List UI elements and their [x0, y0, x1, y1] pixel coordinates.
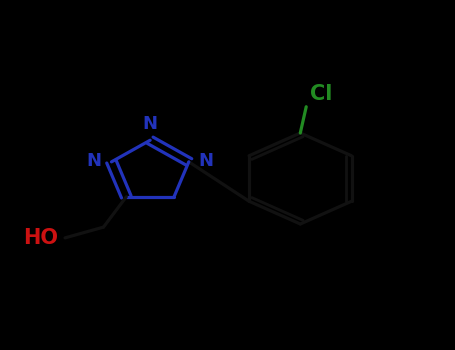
Text: HO: HO: [23, 228, 58, 248]
Text: N: N: [143, 114, 157, 133]
Text: Cl: Cl: [310, 84, 332, 104]
Text: N: N: [199, 152, 214, 170]
Text: N: N: [86, 152, 101, 170]
